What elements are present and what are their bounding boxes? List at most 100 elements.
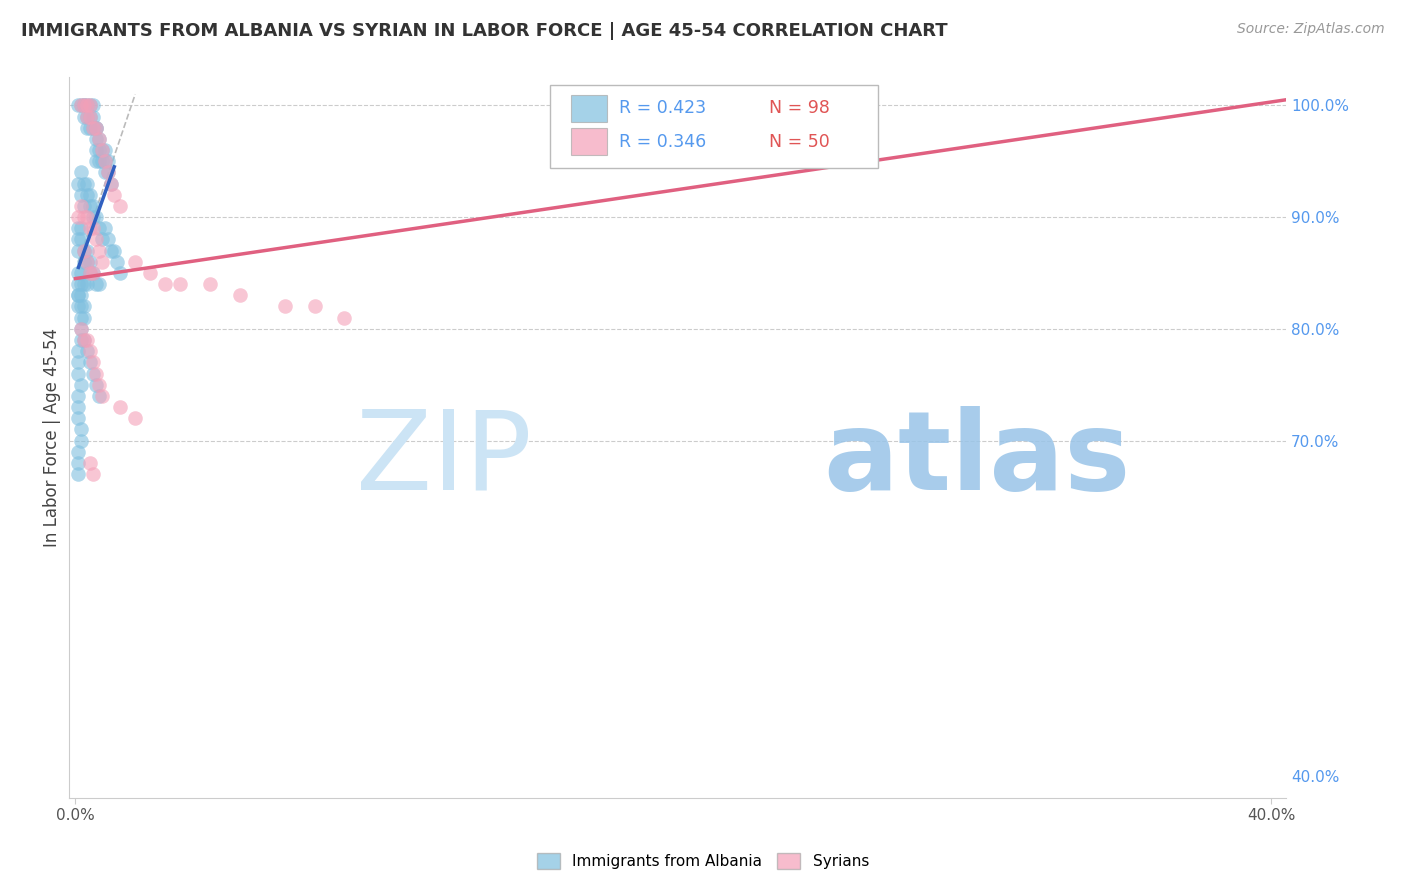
Point — [70, 232, 93, 246]
Point — [139, 266, 162, 280]
Point — [70, 310, 93, 325]
Point — [79, 355, 101, 369]
Point — [67, 288, 90, 302]
Point — [76, 210, 98, 224]
Y-axis label: In Labor Force | Age 45-54: In Labor Force | Age 45-54 — [44, 328, 60, 548]
Point — [73, 333, 96, 347]
Point — [70, 98, 93, 112]
Point — [76, 110, 98, 124]
Point — [124, 254, 146, 268]
Point — [76, 333, 98, 347]
Point — [73, 300, 96, 314]
Point — [91, 389, 114, 403]
Point — [105, 254, 128, 268]
Point — [70, 322, 93, 336]
Point — [82, 120, 104, 135]
Point — [79, 266, 101, 280]
Point — [91, 154, 114, 169]
Point — [91, 143, 114, 157]
Text: N = 98: N = 98 — [769, 99, 830, 118]
Point — [79, 110, 101, 124]
Point — [70, 288, 93, 302]
FancyBboxPatch shape — [571, 95, 607, 122]
Point — [153, 277, 176, 292]
Point — [82, 367, 104, 381]
Point — [73, 244, 96, 258]
Point — [70, 221, 93, 235]
Point — [67, 389, 90, 403]
Point — [67, 467, 90, 481]
Point — [76, 254, 98, 268]
Point — [67, 177, 90, 191]
Point — [79, 266, 101, 280]
Point — [67, 456, 90, 470]
Point — [79, 254, 101, 268]
Point — [100, 177, 122, 191]
Point — [103, 187, 125, 202]
Point — [67, 221, 90, 235]
Point — [67, 367, 90, 381]
Point — [73, 98, 96, 112]
Point — [79, 221, 101, 235]
FancyBboxPatch shape — [550, 85, 879, 168]
Point — [229, 288, 252, 302]
Point — [67, 288, 90, 302]
Point — [304, 300, 326, 314]
Point — [82, 355, 104, 369]
Point — [70, 434, 93, 448]
Point — [76, 244, 98, 258]
Point — [91, 232, 114, 246]
Point — [86, 120, 108, 135]
Point — [82, 120, 104, 135]
Point — [67, 400, 90, 414]
Point — [73, 333, 96, 347]
Point — [79, 120, 101, 135]
Point — [67, 210, 90, 224]
Point — [73, 199, 96, 213]
Point — [73, 98, 96, 112]
Point — [67, 355, 90, 369]
Point — [70, 165, 93, 179]
Text: ZIP: ZIP — [356, 406, 531, 513]
Point — [94, 154, 117, 169]
Point — [67, 277, 90, 292]
Point — [97, 165, 120, 179]
Point — [79, 456, 101, 470]
Point — [89, 277, 111, 292]
Point — [82, 266, 104, 280]
Text: R = 0.423: R = 0.423 — [619, 99, 706, 118]
Point — [73, 110, 96, 124]
Point — [67, 98, 90, 112]
Point — [73, 254, 96, 268]
Point — [82, 110, 104, 124]
Point — [89, 221, 111, 235]
Point — [79, 110, 101, 124]
Point — [79, 98, 101, 112]
Legend: Immigrants from Albania, Syrians: Immigrants from Albania, Syrians — [531, 847, 875, 875]
Point — [70, 422, 93, 436]
Point — [333, 310, 356, 325]
Point — [89, 244, 111, 258]
Point — [73, 244, 96, 258]
Point — [89, 377, 111, 392]
Point — [86, 277, 108, 292]
Point — [273, 300, 295, 314]
FancyBboxPatch shape — [571, 128, 607, 155]
Point — [89, 389, 111, 403]
Point — [73, 310, 96, 325]
Point — [79, 187, 101, 202]
Point — [94, 154, 117, 169]
Point — [94, 221, 117, 235]
Point — [91, 254, 114, 268]
Point — [110, 199, 132, 213]
Point — [100, 244, 122, 258]
Point — [79, 344, 101, 359]
Point — [811, 132, 834, 146]
Point — [82, 467, 104, 481]
Point — [67, 232, 90, 246]
Point — [76, 120, 98, 135]
Point — [89, 154, 111, 169]
Point — [73, 277, 96, 292]
Text: IMMIGRANTS FROM ALBANIA VS SYRIAN IN LABOR FORCE | AGE 45-54 CORRELATION CHART: IMMIGRANTS FROM ALBANIA VS SYRIAN IN LAB… — [21, 22, 948, 40]
Point — [89, 132, 111, 146]
